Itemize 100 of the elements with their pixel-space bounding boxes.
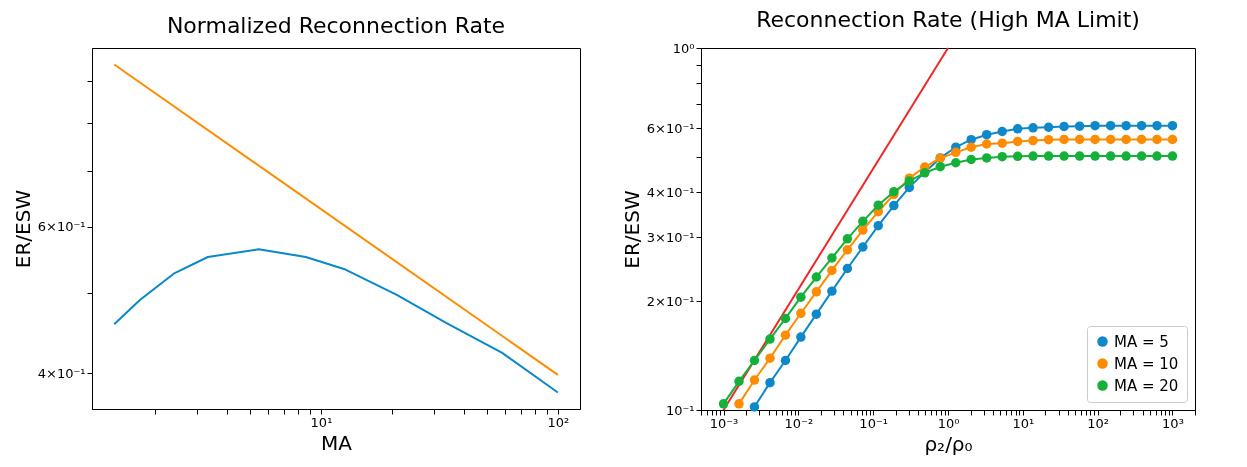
point xyxy=(935,161,945,172)
point xyxy=(1105,151,1116,161)
point xyxy=(1043,151,1054,161)
point xyxy=(1136,120,1147,131)
x-tick-label: 10³ xyxy=(1162,415,1184,431)
point xyxy=(981,153,992,163)
point xyxy=(1090,151,1100,161)
point xyxy=(997,138,1007,148)
point xyxy=(1105,134,1116,145)
point xyxy=(1121,151,1131,161)
y-tick-label: 2×10⁻¹ xyxy=(646,293,695,309)
point xyxy=(966,142,976,152)
point xyxy=(1167,151,1178,161)
point xyxy=(1028,123,1038,133)
point xyxy=(1012,136,1023,147)
x-tick-label: 10¹ xyxy=(1012,415,1035,431)
point xyxy=(1074,134,1085,145)
x-tick-label: 10² xyxy=(1087,415,1110,431)
point xyxy=(1028,135,1038,146)
point xyxy=(1152,134,1162,145)
point xyxy=(780,313,791,324)
point xyxy=(1152,151,1162,161)
point xyxy=(765,353,775,363)
point xyxy=(858,225,868,235)
point xyxy=(842,245,853,255)
point xyxy=(966,154,976,165)
point xyxy=(1090,134,1100,145)
point xyxy=(951,158,961,168)
x-tick-label: 10⁻² xyxy=(784,415,814,431)
y-tick-label: 6×10⁻¹ xyxy=(646,120,695,136)
point xyxy=(734,399,744,409)
point xyxy=(858,216,868,227)
y-tick-label: 4×10⁻¹ xyxy=(646,184,695,200)
y-tick-label: 6×10⁻¹ xyxy=(37,219,86,235)
point xyxy=(1074,151,1085,161)
point xyxy=(827,265,837,276)
legend-label: MA = 5 xyxy=(1114,332,1169,351)
point xyxy=(734,376,744,387)
point xyxy=(1043,122,1054,132)
x-axis-title: ρ₂/ρ₀ xyxy=(924,431,973,456)
point xyxy=(1121,120,1131,131)
y-axis-title: ER/ESW xyxy=(10,189,35,269)
point xyxy=(842,234,853,244)
point xyxy=(1059,134,1069,145)
point xyxy=(796,308,806,319)
legend-label: MA = 20 xyxy=(1114,376,1179,395)
point xyxy=(1074,121,1085,131)
point xyxy=(780,330,791,340)
point xyxy=(1059,121,1069,132)
x-tick-label: 10⁻¹ xyxy=(859,415,888,431)
x-tick-label: 10¹ xyxy=(310,414,333,430)
point xyxy=(827,286,837,296)
legend-label: MA = 10 xyxy=(1114,354,1179,373)
point xyxy=(1059,151,1069,161)
y-tick-label: 3×10⁻¹ xyxy=(646,229,695,245)
y-axis-title: ER/ESW xyxy=(619,190,644,269)
point xyxy=(981,139,992,149)
point xyxy=(1121,134,1131,145)
point xyxy=(718,399,729,409)
point xyxy=(997,126,1007,137)
point xyxy=(873,220,884,231)
point xyxy=(1136,151,1147,161)
point xyxy=(889,200,899,211)
x-tick-label: 10² xyxy=(547,414,570,430)
point xyxy=(1152,120,1162,131)
point xyxy=(796,332,806,342)
point xyxy=(765,377,775,388)
point xyxy=(1012,124,1023,134)
point xyxy=(1105,120,1116,131)
point xyxy=(811,272,822,282)
point xyxy=(1167,134,1178,145)
point xyxy=(765,334,775,344)
chart-title: Normalized Reconnection Rate xyxy=(166,13,506,38)
point xyxy=(842,263,853,274)
point xyxy=(780,355,791,366)
x-tick-label: 10⁰ xyxy=(937,415,960,431)
point xyxy=(811,287,822,297)
point xyxy=(1167,120,1178,131)
point xyxy=(858,242,868,252)
y-tick-label: 10⁰ xyxy=(672,40,695,56)
point xyxy=(873,200,884,210)
point xyxy=(796,292,806,302)
point xyxy=(827,253,837,263)
y-tick-label: 10⁻¹ xyxy=(665,402,695,418)
x-axis-title: MA xyxy=(321,430,353,455)
point xyxy=(1090,120,1100,131)
x-tick-label: 10⁻³ xyxy=(709,415,739,431)
point xyxy=(1012,151,1023,162)
point xyxy=(997,151,1007,162)
point xyxy=(981,129,992,140)
point xyxy=(749,402,760,412)
point xyxy=(1043,134,1054,145)
point xyxy=(1028,151,1038,161)
point xyxy=(749,375,760,385)
point xyxy=(951,147,961,158)
point xyxy=(811,309,822,319)
point xyxy=(749,355,760,366)
chart-title: Reconnection Rate (High MA Limit) xyxy=(756,7,1140,32)
y-tick-label: 4×10⁻¹ xyxy=(37,365,86,381)
point xyxy=(1136,134,1147,145)
